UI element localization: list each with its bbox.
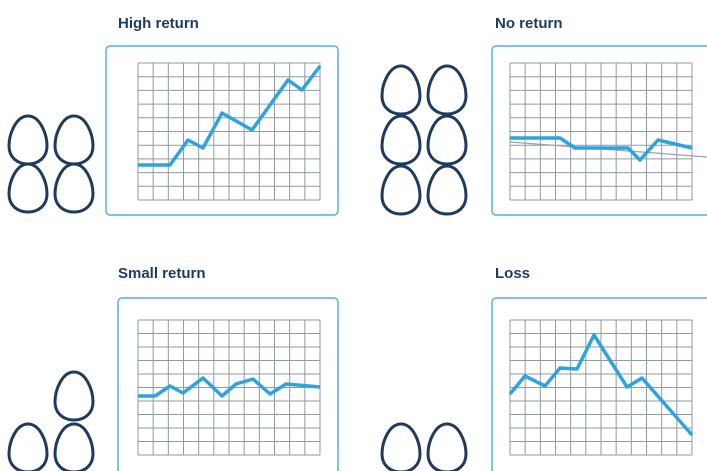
grid (509, 62, 693, 201)
panel-title: High return (118, 15, 199, 32)
egg (380, 64, 422, 116)
panel-title: Loss (495, 265, 530, 282)
egg (426, 64, 468, 116)
egg (53, 422, 95, 471)
chart-frame (491, 297, 707, 471)
trend-line (508, 333, 694, 437)
panel-title: No return (495, 15, 563, 32)
egg (7, 114, 49, 166)
egg (53, 114, 95, 166)
trend-line (510, 136, 693, 162)
egg (53, 162, 95, 214)
trend-line (138, 64, 322, 167)
egg (426, 422, 468, 471)
chart-frame (491, 45, 707, 216)
egg (380, 422, 422, 471)
egg (426, 114, 468, 166)
grids (137, 62, 693, 456)
egg (7, 422, 49, 471)
panel-title: Small return (118, 265, 206, 282)
egg (380, 164, 422, 216)
egg (7, 162, 49, 214)
egg (426, 164, 468, 216)
trend-line (138, 376, 321, 398)
egg (53, 370, 95, 422)
egg (380, 114, 422, 166)
chart-frame (105, 45, 339, 216)
